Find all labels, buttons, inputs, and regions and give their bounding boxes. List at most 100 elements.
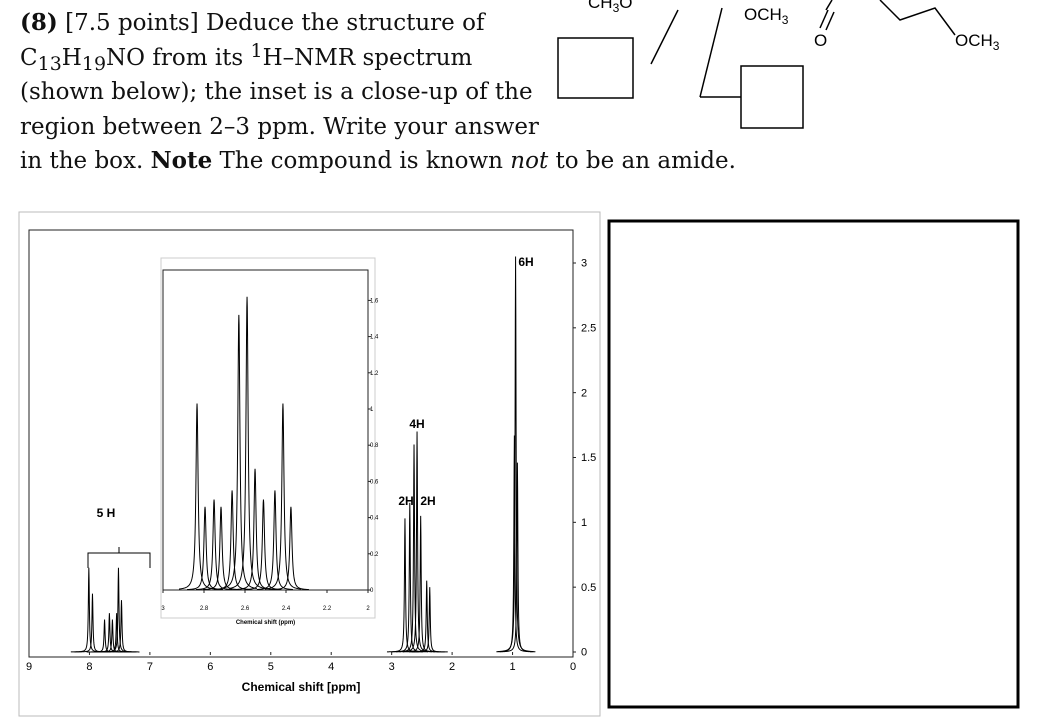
text-segment: The compound is known <box>212 148 511 174</box>
x-tick-label: 2 <box>449 661 455 673</box>
text-segment: NO from its <box>106 44 251 71</box>
peak <box>499 462 536 653</box>
label-sub: 3 <box>993 39 1000 53</box>
peak <box>272 506 309 591</box>
peak <box>220 314 257 590</box>
text-segment: 19 <box>81 52 107 75</box>
x-tick-label: 2.6 <box>241 606 250 612</box>
text-segment: Note <box>150 147 213 174</box>
peak <box>100 567 137 653</box>
answer-slot <box>740 65 804 129</box>
peak <box>70 567 107 653</box>
x-tick-label: 4 <box>328 661 334 673</box>
peak-annotation: 6H <box>518 255 533 269</box>
peak <box>396 444 433 653</box>
x-tick-label: 3 <box>389 661 395 673</box>
question-line: C13H19NO from its 1H–NMR spectrum <box>20 41 736 76</box>
spectrum-frame <box>18 211 601 717</box>
text-segment: not <box>510 148 549 174</box>
label-main: O <box>814 31 827 50</box>
label-sub: 3 <box>782 13 789 27</box>
label-main: CH <box>588 0 613 12</box>
text-segment: (8) <box>20 9 58 36</box>
text-segment: 1 <box>250 39 263 62</box>
inset-frame <box>160 257 376 619</box>
peak <box>202 506 240 591</box>
y-tick-label: 2 <box>581 387 587 399</box>
x-tick-label: 2.4 <box>282 606 291 612</box>
y-tick-label: 2.5 <box>581 322 596 334</box>
x-tick-label: 6 <box>207 661 213 673</box>
bond <box>825 0 833 11</box>
y-tick-label: 0.6 <box>370 479 379 485</box>
y-tick-label: 0.5 <box>581 582 596 594</box>
y-tick-label: 0.4 <box>370 516 379 522</box>
structure-fragments <box>18 0 1020 717</box>
question-line: (shown below); the inset is a close-up o… <box>20 75 736 110</box>
peak <box>214 490 251 590</box>
structure-label: O <box>814 31 827 50</box>
peak <box>103 600 140 653</box>
label-after: O <box>619 0 632 12</box>
bond <box>825 11 835 31</box>
peak <box>228 296 266 589</box>
answer-box <box>607 219 1020 709</box>
x-tick-label: 2.8 <box>200 606 209 612</box>
arrow <box>699 7 723 98</box>
plot-frame <box>28 229 574 658</box>
x-tick-label: 3 <box>161 606 165 612</box>
y-tick-label: 1.6 <box>370 298 379 304</box>
structure-label: CH3O <box>588 0 632 15</box>
bond <box>819 9 829 29</box>
x-tick-label: 1 <box>509 661 515 673</box>
question: (8) [7.5 points] Deduce the structure of… <box>20 6 736 179</box>
peak-annotation: 2H <box>398 494 413 508</box>
peak <box>411 587 448 653</box>
text-segment: C <box>20 44 38 71</box>
label-sub: 3 <box>613 1 620 15</box>
answer-slot <box>557 37 634 99</box>
question-line: (8) [7.5 points] Deduce the structure of <box>20 6 736 41</box>
arrow <box>650 9 679 65</box>
peak <box>256 490 293 590</box>
x-tick-label: 9 <box>26 661 32 673</box>
y-tick-label: 0.8 <box>370 443 379 449</box>
y-tick-label: 3 <box>581 258 587 270</box>
x-axis-label: Chemical shift [ppm] <box>242 680 361 694</box>
x-tick-label: 2 <box>366 606 370 612</box>
label-main: OCH <box>744 5 782 24</box>
x-tick-label: 7 <box>147 661 153 673</box>
text-segment: 13 <box>37 52 62 75</box>
text-segment: to be an amide. <box>548 148 736 174</box>
structure-label: OCH3 <box>744 5 789 27</box>
bracket <box>87 547 151 568</box>
y-tick-label: 0 <box>370 588 374 594</box>
question-line: in the box. Note The compound is known n… <box>20 144 736 179</box>
text-segment: H–NMR spectrum <box>262 44 473 71</box>
peak <box>196 499 233 591</box>
label-main: OCH <box>955 31 993 50</box>
y-tick-label: 1.2 <box>370 371 379 377</box>
question-line: region between 2–3 ppm. Write your answe… <box>20 110 736 145</box>
x-tick-label: 2.2 <box>323 606 332 612</box>
y-tick-label: 1 <box>370 407 374 413</box>
text-segment: in the box. <box>20 148 151 174</box>
structure-label: OCH3 <box>955 31 1000 53</box>
text-segment: region between 2–3 ppm. Write your answe… <box>20 113 539 140</box>
peak-annotation: 2H <box>420 494 435 508</box>
x-tick-label: 0 <box>570 661 576 673</box>
ring <box>879 0 956 36</box>
y-tick-label: 1.5 <box>581 452 596 464</box>
text-segment: [7.5 points] Deduce the structure of <box>57 10 485 36</box>
text-segment: H <box>61 44 82 71</box>
text-segment: (shown below); the inset is a close-up o… <box>20 79 533 105</box>
y-tick-label: 0.2 <box>370 552 379 558</box>
peak-annotation: 4H <box>409 417 424 431</box>
y-tick-label: 1.4 <box>370 335 379 341</box>
peak <box>178 403 216 590</box>
peak <box>94 619 131 653</box>
y-tick-label: 1 <box>581 517 587 529</box>
inset-plot <box>162 269 369 591</box>
